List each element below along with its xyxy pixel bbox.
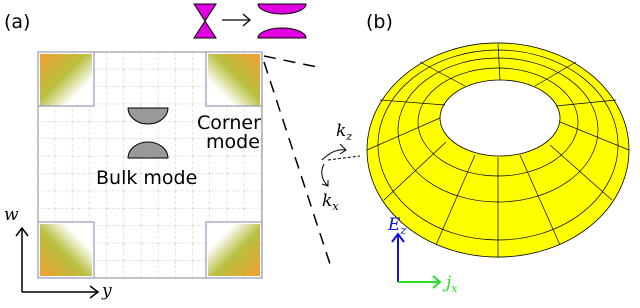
gapped-band — [258, 4, 306, 14]
axis-label: y — [101, 281, 112, 301]
kz-arrow — [322, 144, 346, 160]
k-label: kx — [322, 191, 339, 213]
bulk-label: Bulk mode — [96, 167, 197, 189]
corner-label: mode — [206, 131, 260, 153]
corner-state — [208, 54, 260, 106]
kz-axis — [328, 156, 360, 160]
panel-label: (b) — [366, 11, 393, 33]
kx-arrow — [322, 164, 328, 186]
page: (a) Bulk mode Corner mode w y kz kx (b) — [0, 0, 640, 308]
current-label: jx — [442, 273, 458, 295]
corner-state — [208, 224, 260, 276]
panel-label: (a) — [4, 11, 30, 33]
torus — [367, 43, 629, 257]
k-label: kz — [336, 121, 352, 143]
figure: (a) Bulk mode Corner mode w y kz kx (b) — [0, 0, 640, 308]
zoom-lines — [264, 56, 330, 264]
gapped-band — [258, 28, 306, 38]
corner-state — [40, 54, 92, 106]
axis-label: w — [4, 205, 19, 225]
arrow — [222, 14, 250, 26]
corner-state — [40, 224, 92, 276]
gapless-cone — [194, 4, 216, 38]
